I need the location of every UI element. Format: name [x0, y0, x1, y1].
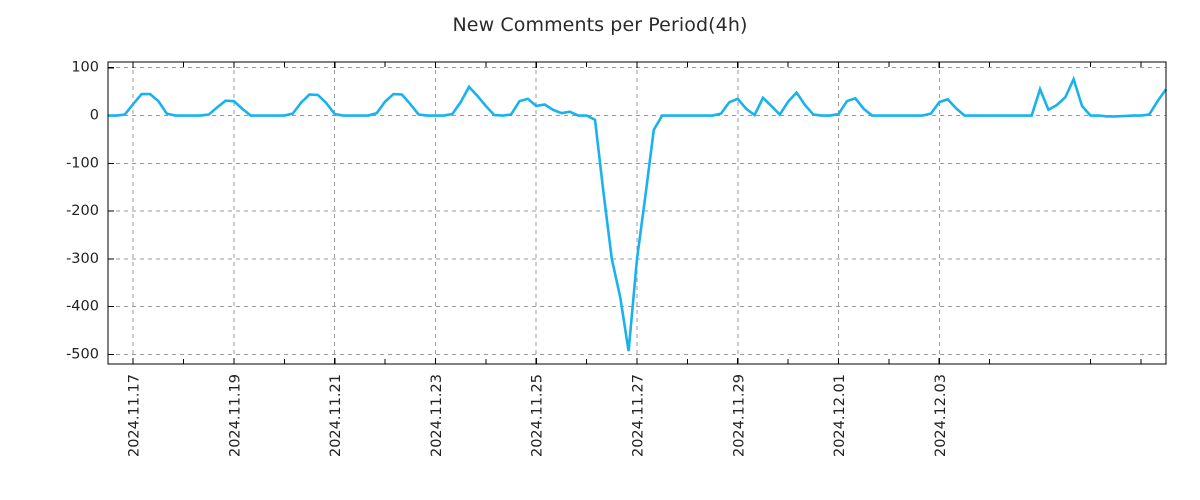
x-tick-label: 2024.12.03	[933, 374, 949, 457]
series-line	[108, 75, 1168, 352]
data-series-group	[108, 75, 1168, 352]
y-tick-label: -300	[66, 251, 99, 267]
plot-border	[107, 61, 1167, 365]
y-axis-tick-marks	[108, 67, 114, 355]
y-axis-tick-labels: 100 0 -100 -200 -300 -400 -500	[66, 60, 99, 363]
x-tick-label: 2024.12.01	[832, 374, 848, 457]
x-tick-label: 2024.11.17	[127, 374, 143, 457]
x-tick-label: 2024.11.21	[328, 374, 344, 457]
y-tick-label: -500	[66, 346, 99, 362]
y-tick-label: 100	[71, 60, 99, 76]
y-tick-label: -200	[66, 203, 99, 219]
x-axis-tick-labels: 2024.11.17 2024.11.19 2024.11.21 2024.11.23…	[127, 374, 949, 457]
x-tick-label: 2024.11.25	[530, 374, 546, 457]
x-tick-label: 2024.11.23	[429, 374, 445, 457]
x-axis-tick-marks	[132, 62, 1142, 364]
y-tick-label: -100	[66, 155, 99, 171]
x-tick-label: 2024.11.27	[631, 374, 647, 457]
x-tick-label: 2024.11.19	[227, 374, 243, 457]
plot-frame	[107, 61, 1167, 365]
gridlines	[108, 62, 1166, 364]
chart-title: New Comments per Period(4h)	[452, 14, 748, 36]
y-tick-label: -400	[66, 299, 99, 315]
y-tick-label: 0	[90, 108, 99, 124]
x-tick-label: 2024.11.29	[731, 374, 747, 457]
